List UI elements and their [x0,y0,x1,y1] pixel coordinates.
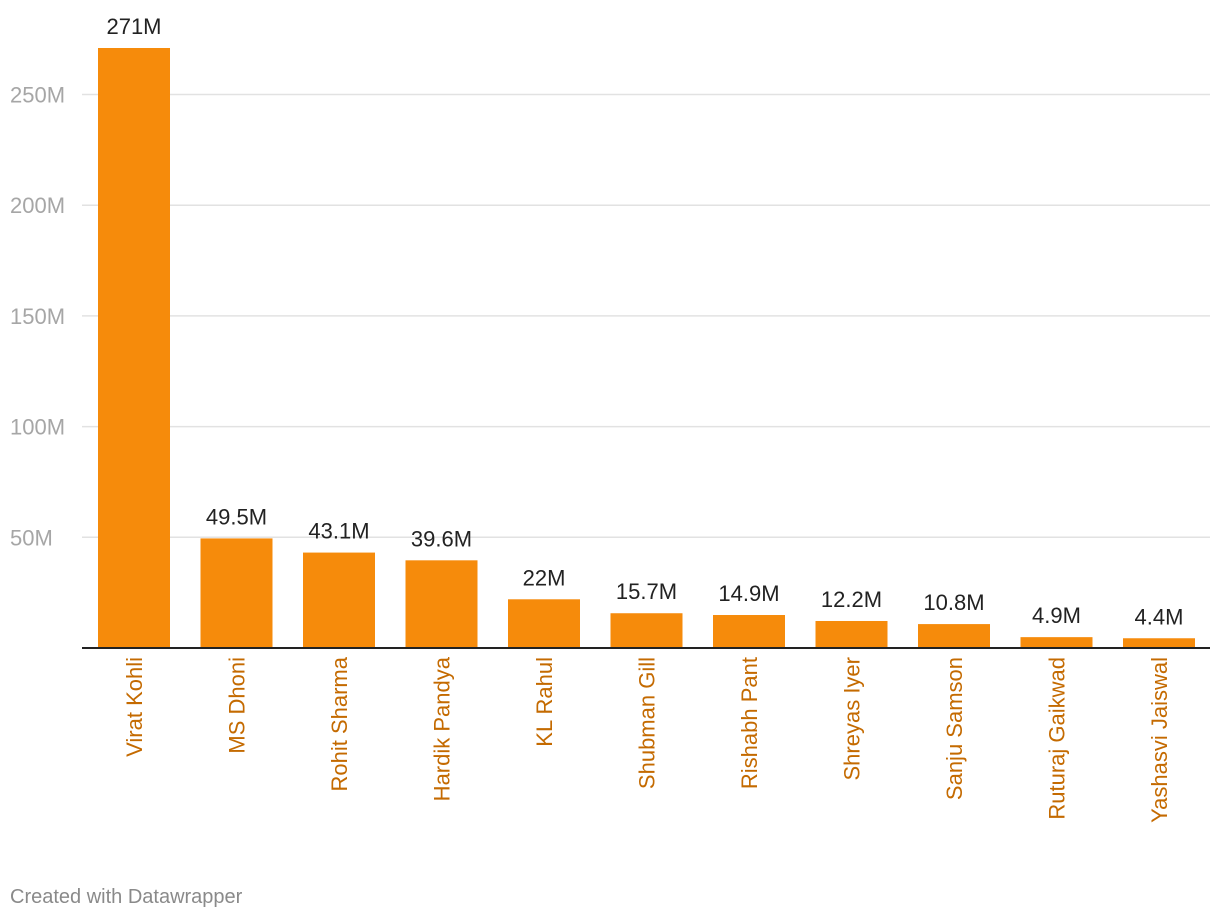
category-label: Yashasvi Jaiswal [1147,657,1172,823]
value-label: 4.4M [1135,604,1184,629]
value-label: 39.6M [411,526,472,551]
y-tick-label: 50M [10,525,53,550]
category-label: Shreyas Iyer [840,657,865,781]
datawrapper-credit[interactable]: Created with Datawrapper [10,886,243,908]
category-label: Shubman Gill [635,657,660,789]
bar[interactable] [713,615,785,648]
value-label: 4.9M [1032,603,1081,628]
value-label: 271M [106,14,161,39]
category-label: Rishabh Pant [737,657,762,789]
y-tick-label: 150M [10,304,65,329]
value-label: 15.7M [616,579,677,604]
bars [98,48,1195,648]
y-tick-label: 200M [10,193,65,218]
bar[interactable] [303,552,375,648]
category-label: Ruturaj Gaikwad [1045,657,1070,820]
bar[interactable] [1123,638,1195,648]
gridlines [82,93,1210,539]
category-label: Rohit Sharma [327,656,352,791]
bar[interactable] [918,624,990,648]
value-label: 43.1M [308,519,369,544]
value-label: 14.9M [718,581,779,606]
bar[interactable] [1020,637,1093,648]
category-label: Sanju Samson [942,657,967,800]
y-axis-ticks: 50M 100M 150M 200M 250M [10,82,65,550]
category-labels: Virat Kohli MS Dhoni Rohit Sharma Hardik Pa… [122,656,1172,823]
bar[interactable] [200,538,273,648]
value-label: 49.5M [206,504,267,529]
value-labels: 271M 49.5M 43.1M 39.6M 22M 15.7M 14.9M 12.2M 10.… [106,14,1183,629]
bar[interactable] [508,599,580,648]
y-tick-label: 250M [10,82,65,107]
bar[interactable] [405,560,478,648]
value-label: 10.8M [923,590,984,615]
bar[interactable] [815,620,888,648]
bar[interactable] [98,48,170,648]
bar[interactable] [610,613,683,648]
value-label: 22M [523,565,566,590]
y-tick-label: 100M [10,415,65,440]
category-label: Hardik Pandya [430,656,455,801]
category-label: Virat Kohli [122,657,147,757]
category-label: MS Dhoni [225,657,250,754]
value-label: 12.2M [821,587,882,612]
category-label: KL Rahul [532,657,557,747]
